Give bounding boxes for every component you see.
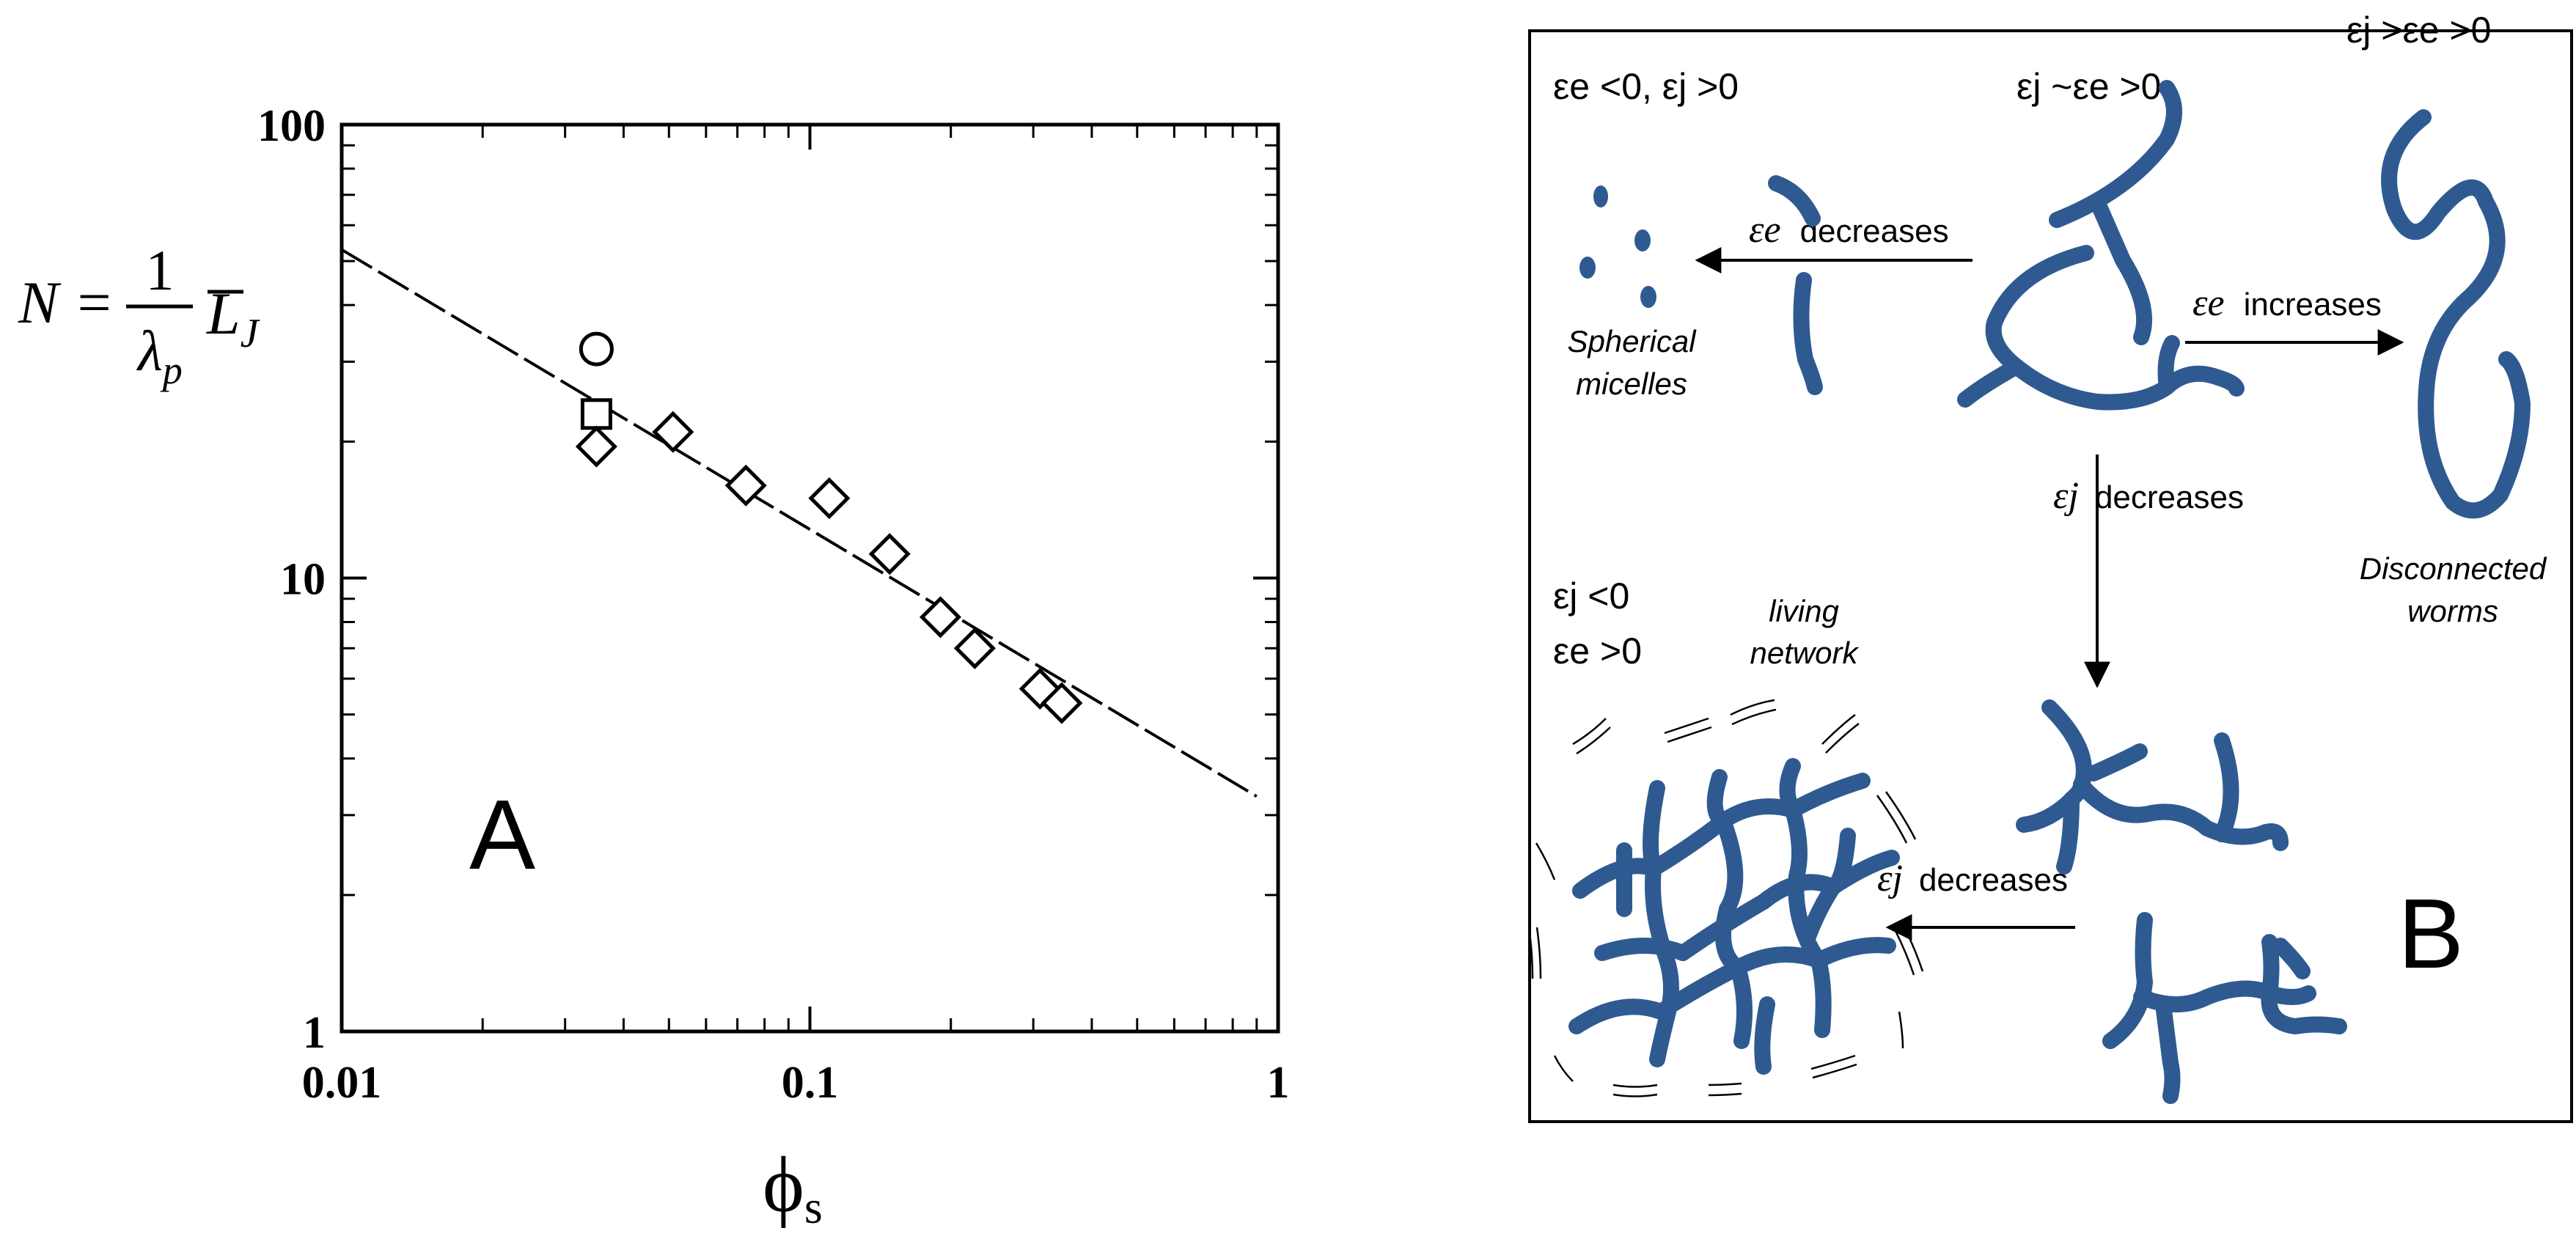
disconnected-worms [2381,109,2531,519]
network-flow-lines [1527,699,1924,1097]
fit-line [340,248,1258,798]
label-worms-1: Disconnected [2360,551,2547,586]
data-point-diamond [919,596,962,639]
x-tick-label: 0.1 [782,1058,839,1108]
short-worm-fragments [1768,175,1823,395]
condition-center: εj ~εe >0 [2017,66,2162,107]
data-point-diamond [953,627,996,669]
x-tick-label: 0.01 [302,1058,382,1108]
ylabel-num: 1 [146,238,175,302]
panel-a: 0.01 0.1 1 1 10 100 A N = 1 λp LJ ϕs [18,101,1290,1233]
data-point-diamond [1041,682,1083,724]
data-point-circle [579,331,614,367]
y-tick-label: 100 [257,101,326,151]
y-axis-label: N = 1 λp LJ [18,238,261,392]
condition-worms: εj >εe >0 [2346,10,2492,51]
tick-labels: 0.01 0.1 1 1 10 100 [257,101,1290,1108]
condition-network-1: εj <0 [1553,575,1629,617]
arrow-right-caption: εe increases [2192,282,2382,324]
branched-micelle-lower [2102,912,2347,1104]
plot-frame [340,122,1280,1034]
data-point-diamond [868,533,911,575]
data-markers [575,331,1083,724]
data-point-square [580,398,612,430]
panel-a-letter: A [469,779,535,890]
condition-network-2: εe >0 [1553,630,1642,672]
x-axis-label: ϕs [763,1141,823,1233]
arrow-bottom-caption: εj decreases [1877,858,2068,900]
branched-micelle-upper [2016,699,2289,875]
label-spherical-1: Spherical [1567,324,1697,358]
data-point-diamond [652,411,694,453]
y-tick-label: 1 [303,1008,326,1058]
label-network-2: network [1750,636,1859,670]
label-worms-2: worms [2407,594,2498,628]
arrow-down-caption: εj decreases [2053,475,2244,517]
condition-spherical: εe <0, εj >0 [1553,66,1739,107]
data-point-diamond [724,464,767,507]
panel-b-frame [1528,29,2573,1123]
ylabel-rhs: LJ [206,280,261,356]
minor-ticks [342,125,1278,1031]
living-network [1568,758,1900,1075]
data-point-diamond [575,425,617,468]
arrow-left-caption: εe decreases [1749,209,1949,251]
panel-b: εe <0, εj >0 εj ~εe >0 εj >εe >0 εj <0 ε… [1527,10,2573,1123]
x-tick-label: 1 [1267,1058,1290,1108]
label-network-1: living [1769,594,1839,628]
panel-b-letter: B [2398,878,2464,989]
ylabel-den: λp [136,319,183,392]
data-point-diamond [808,477,851,520]
y-tick-label: 10 [280,555,326,605]
ylabel-lhs: N = [18,269,114,336]
spherical-micelles [1579,185,1656,308]
label-spherical-2: micelles [1576,367,1687,401]
branched-worm-micelle [1957,80,2245,411]
major-ticks [340,123,1280,1033]
